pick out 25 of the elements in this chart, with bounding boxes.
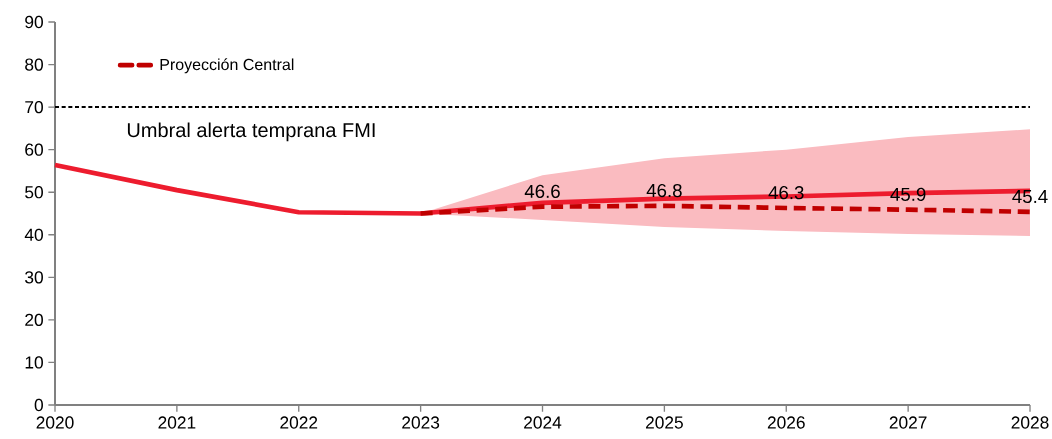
x-tick-label: 2028 <box>1011 416 1049 429</box>
y-tick-label: 30 <box>25 271 43 284</box>
x-tick-label: 2023 <box>402 416 440 429</box>
y-tick-label: 80 <box>25 58 43 71</box>
y-tick-label: 50 <box>25 186 43 199</box>
y-tick-label: 40 <box>24 228 43 241</box>
y-tick-label: 70 <box>25 100 43 114</box>
line-series <box>418 203 1033 216</box>
y-tick-label: 90 <box>25 15 43 29</box>
x-tick-label: 2025 <box>645 416 683 429</box>
ref-line-label: Umbral alerta temprana FMI <box>127 122 375 142</box>
x-tick-label: 2024 <box>524 416 562 429</box>
y-tick-label: 10 <box>25 356 43 369</box>
x-tick-label: 2020 <box>36 416 74 429</box>
x-tick-label: 2022 <box>280 416 318 429</box>
y-tick-label: 60 <box>25 143 43 156</box>
y-tick-label: 0 <box>34 398 43 412</box>
x-tick-label: 2027 <box>889 416 927 429</box>
data-label: 46.6 <box>524 184 560 198</box>
data-label: 46.8 <box>646 183 682 198</box>
data-label: 45.4 <box>1012 190 1048 204</box>
x-tick-label: 2026 <box>767 416 805 429</box>
legend-label: Proyección Central <box>160 58 294 74</box>
x-tick-label: 2021 <box>158 416 196 429</box>
y-tick-label: 20 <box>25 313 43 327</box>
